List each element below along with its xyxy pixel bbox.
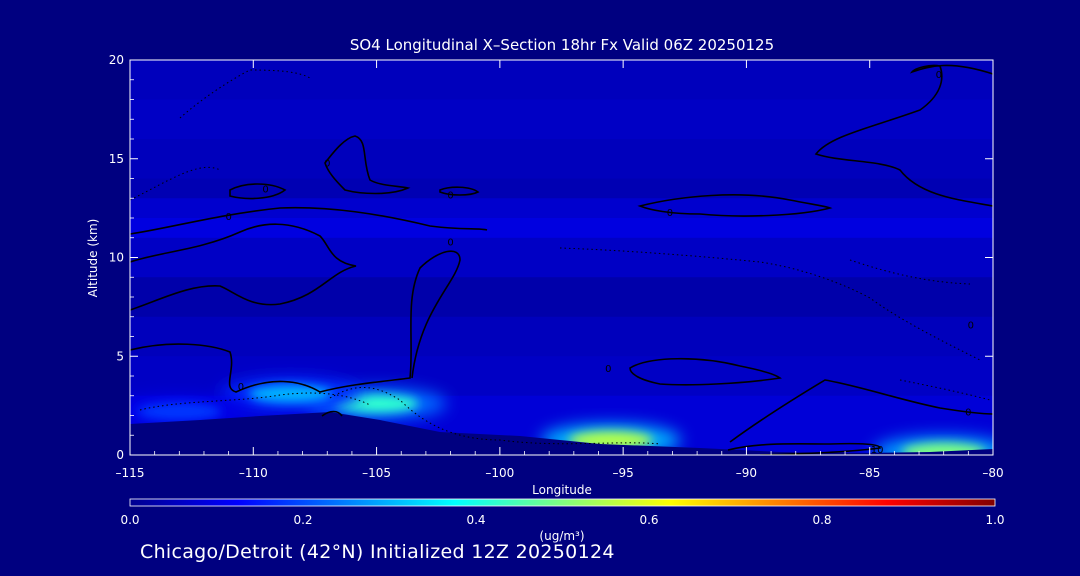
contour-line	[729, 379, 993, 443]
contour-label: 0	[968, 321, 974, 332]
x-axis: –115 –110 –105 –100 –95 –90 –85 –80	[116, 60, 1004, 480]
contour-label: 10	[871, 445, 884, 456]
concentration-band	[130, 218, 993, 239]
concentration-hotspot	[220, 377, 361, 410]
y-tick-label: 20	[109, 53, 124, 67]
footer-caption: Chicago/Detroit (42°N) Initialized 12Z 2…	[140, 541, 615, 563]
contour-label: 0	[447, 238, 453, 249]
concentration-band	[130, 178, 993, 199]
dotted-contour	[139, 392, 371, 411]
dotted-contour	[899, 379, 991, 401]
contour-labels: 0 0 0 0 0 0 0 0 10 0 0 0	[225, 70, 974, 456]
contour-line	[629, 357, 782, 386]
concentration-bands	[130, 60, 993, 455]
dotted-contour	[130, 166, 221, 201]
concentration-band	[130, 198, 993, 219]
y-axis: 0 5 10 15 20	[109, 53, 993, 462]
colorbar-tick-label: 0.8	[812, 513, 831, 527]
y-tick-label: 0	[116, 448, 124, 462]
colorbar	[129, 498, 996, 507]
x-tick-label: –90	[736, 466, 757, 480]
contour-line	[130, 206, 488, 235]
contour-line	[727, 442, 881, 455]
concentration-band	[130, 139, 993, 179]
contour-label: 0	[225, 212, 231, 223]
contour-line	[439, 186, 480, 196]
x-tick-label: –115	[116, 466, 145, 480]
contour-lines	[130, 64, 993, 455]
contour-line	[229, 183, 287, 200]
contour-label: 0	[965, 408, 971, 419]
dotted-contour	[179, 69, 311, 119]
y-axis-label: Altitude (km)	[86, 219, 100, 298]
colorbar-tick-label: 1.0	[985, 513, 1004, 527]
concentration-band	[130, 60, 993, 100]
colorbar-tick-label: 0.0	[120, 513, 139, 527]
contour-label: 0	[667, 208, 673, 219]
colorbar-ticks: 0.0 0.2 0.4 0.6 0.8 1.0	[120, 513, 1004, 527]
dotted-contours	[130, 69, 991, 445]
contour-label: 0	[262, 184, 268, 195]
dotted-contour	[849, 259, 971, 285]
x-tick-label: –105	[362, 466, 391, 480]
y-tick-label: 10	[109, 251, 124, 265]
colorbar-tick-label: 0.2	[293, 513, 312, 527]
colorbar-unit-label: (ug/m³)	[539, 529, 584, 543]
plot-area: 0 0 0 0 0 0 0 0 10 0 0 0	[130, 60, 993, 456]
concentration-band	[130, 99, 993, 140]
y-tick-label: 15	[109, 152, 124, 166]
contour-label: 0	[238, 382, 244, 393]
concentration-band	[130, 237, 993, 278]
colorbar-tick-label: 0.4	[466, 513, 485, 527]
y-tick-label: 5	[116, 349, 124, 363]
contour-line	[321, 410, 343, 417]
contour-line	[130, 250, 461, 393]
x-tick-label: –110	[239, 466, 268, 480]
colorbar-tick-label: 0.6	[639, 513, 658, 527]
concentration-band	[130, 277, 993, 318]
contour-label: 0	[324, 159, 330, 170]
x-tick-label: –80	[982, 466, 1003, 480]
chart-title: SO4 Longitudinal X–Section 18hr Fx Valid…	[350, 36, 774, 54]
contour-line	[324, 135, 411, 195]
contour-label: 0	[936, 70, 942, 81]
x-tick-label: –95	[613, 466, 634, 480]
contour-line	[637, 194, 833, 217]
x-tick-label: –100	[485, 466, 514, 480]
contour-label: 0	[447, 190, 453, 201]
dotted-contour	[559, 247, 981, 361]
terrain-mask	[130, 412, 993, 455]
x-axis-label: Longitude	[532, 483, 592, 497]
contour-label: 0	[605, 364, 611, 375]
contour-line	[814, 64, 993, 207]
contour-line	[130, 223, 357, 311]
concentration-band	[130, 316, 993, 357]
x-tick-label: –85	[859, 466, 880, 480]
